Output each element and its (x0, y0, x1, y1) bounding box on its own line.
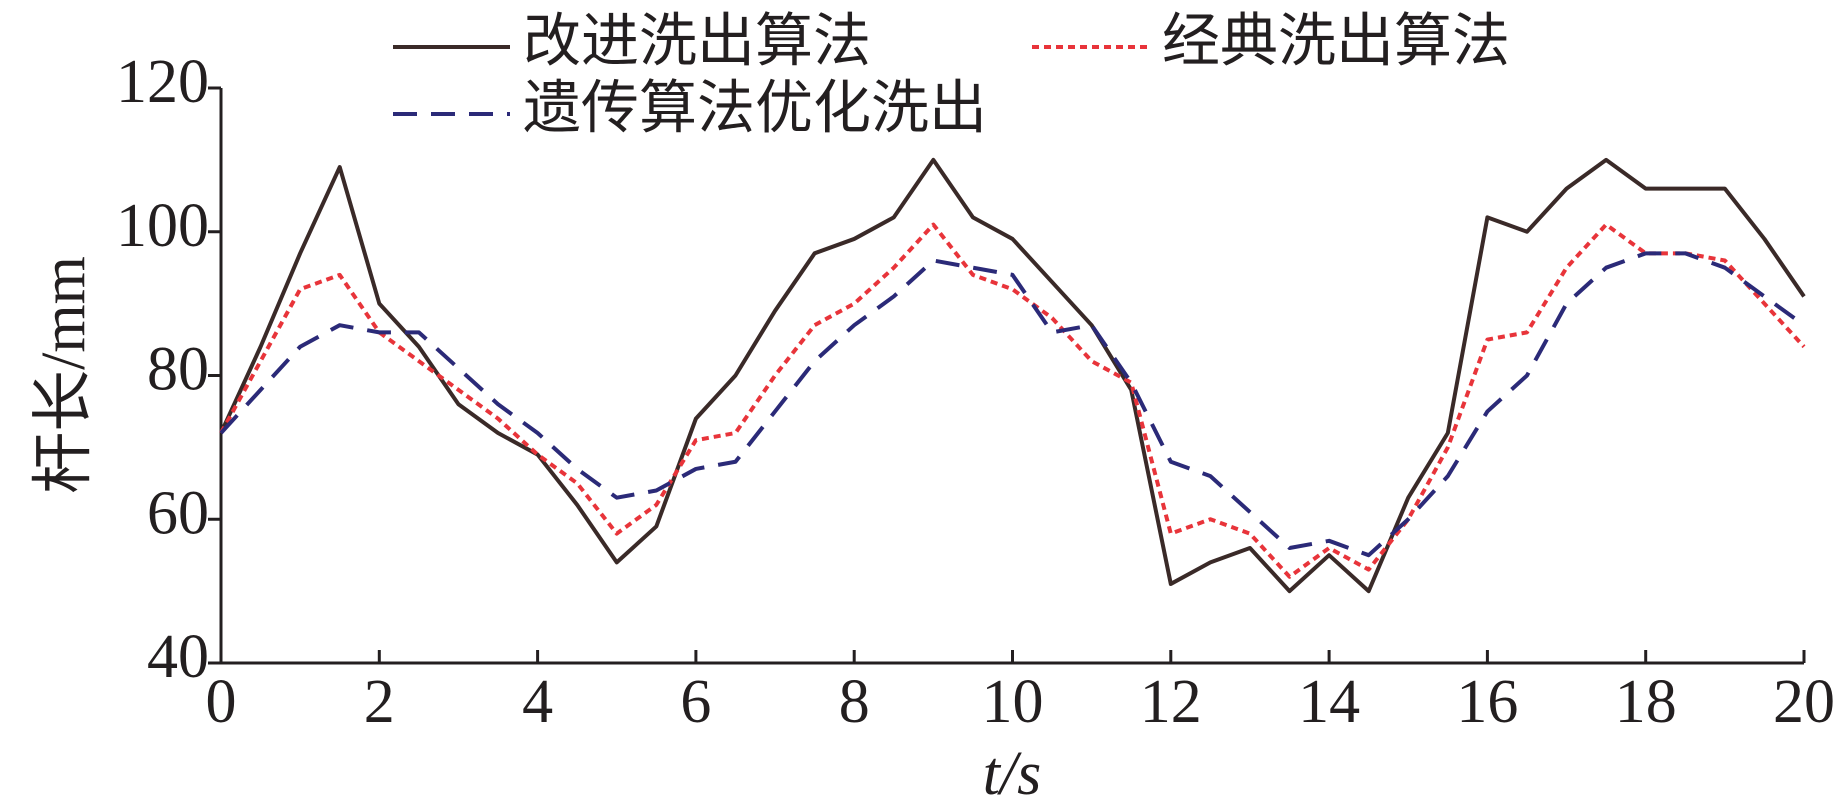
x-tick-label: 6 (680, 668, 711, 736)
series-line (219, 251, 1806, 558)
x-tick-label: 12 (1140, 668, 1202, 736)
legend-label: 遗传算法优化洗出 (523, 75, 987, 140)
x-tick-label: 8 (839, 668, 870, 736)
y-axis-label: 杆长/mm (30, 256, 98, 494)
y-tick-label: 40 (147, 623, 209, 691)
x-tick-label: 10 (982, 668, 1044, 736)
x-tick-label: 2 (364, 668, 395, 736)
x-tick-label: 4 (522, 668, 553, 736)
series-line (219, 222, 1806, 579)
x-axis-label: t/s (983, 740, 1042, 808)
y-tick-label: 120 (116, 48, 209, 116)
series-line (219, 157, 1806, 594)
x-tick-label: 14 (1298, 668, 1360, 736)
x-tick-label: 16 (1456, 668, 1518, 736)
y-tick-label: 80 (147, 336, 209, 404)
legend-label: 经典洗出算法 (1162, 8, 1510, 73)
x-tick-label: 18 (1615, 668, 1677, 736)
legend-label: 改进洗出算法 (523, 8, 871, 73)
x-tick-label: 20 (1773, 668, 1835, 736)
y-tick-label: 100 (116, 192, 209, 260)
y-tick-label: 60 (147, 479, 209, 547)
x-tick-label: 0 (206, 668, 237, 736)
